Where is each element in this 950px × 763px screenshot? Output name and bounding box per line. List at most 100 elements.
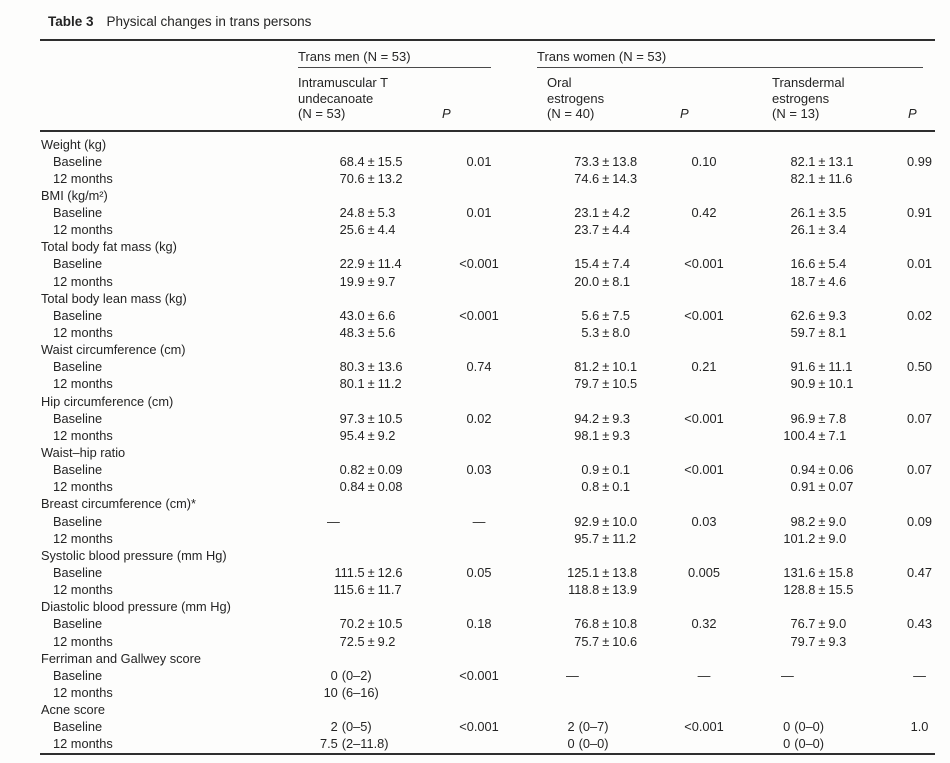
p-value-cell: 0.32	[691, 616, 717, 632]
p-value-cell: 0.05	[466, 565, 492, 581]
group-underline	[298, 67, 491, 68]
p-header-label: P	[680, 106, 689, 121]
value-mean: 0.84	[339, 479, 365, 495]
spacer-cell	[513, 153, 550, 170]
row-label: Baseline	[53, 565, 103, 581]
value-cell: 43.0 ±6.6	[311, 307, 445, 324]
section-row: Waist circumference (cm)	[40, 341, 935, 358]
p-value-cell: —	[472, 513, 486, 529]
value-mean: 15.4	[574, 256, 600, 272]
value-sd: 4.2	[612, 205, 631, 221]
value-sd: 10.1	[612, 359, 638, 375]
table-title: Physical changes in trans persons	[106, 14, 312, 29]
spacer-cell	[513, 255, 550, 272]
p-value-cell	[891, 530, 948, 547]
value-mean: 94.2	[574, 410, 600, 426]
p-value-cell	[673, 427, 735, 444]
value-cell: 74.6 ±14.3	[550, 170, 673, 187]
plus-minus-sign: ±	[602, 565, 610, 581]
spacer-cell	[735, 684, 765, 701]
p-value-cell	[445, 221, 513, 238]
p-header-label: P	[442, 106, 451, 121]
value-cell: 76.8 ±10.8	[550, 615, 673, 632]
value-mean: 20.0	[574, 273, 600, 289]
value-cell: 131.6 ±15.8	[765, 564, 891, 581]
spacer-cell	[735, 273, 765, 290]
spacer-cell	[513, 684, 550, 701]
value-cell: 92.9 ±10.0	[550, 513, 673, 530]
plus-minus-sign: ±	[602, 205, 610, 221]
row-label: 12 months	[53, 427, 113, 443]
spacer-cell	[735, 718, 765, 735]
spacer-cell	[513, 221, 550, 238]
column-header-transdermal-estrogens: Transdermal estrogens (N = 13)	[772, 75, 845, 121]
value-cell: 98.1 ±9.3	[550, 427, 673, 444]
data-row: 12 months 0.84 ±0.08 0.8 ±0.1 0.91 ±0.07	[40, 478, 935, 495]
row-label: Baseline	[53, 307, 103, 323]
value-cell: 125.1 ±13.8	[550, 564, 673, 581]
value-cell: 7.5 (2–11.8)	[311, 735, 445, 752]
value-mean: 98.1	[574, 427, 600, 443]
plus-minus-sign: ±	[602, 462, 610, 478]
p-value-cell: —	[913, 667, 926, 683]
spacer-cell	[513, 530, 550, 547]
p-value-cell	[673, 581, 735, 598]
plus-minus-sign: ±	[602, 427, 610, 443]
value-mean: 80.1	[339, 376, 365, 392]
section-label: Weight (kg)	[41, 136, 107, 152]
plus-minus-sign: ±	[818, 170, 826, 186]
row-label: Baseline	[53, 153, 103, 169]
section-row: Hip circumference (cm)	[40, 393, 935, 410]
value-mean: 79.7	[574, 376, 600, 392]
value-mean: 5.6	[581, 307, 600, 323]
p-value-cell	[673, 324, 735, 341]
spacer-cell	[513, 718, 550, 735]
value-cell: 2 (0–7)	[550, 718, 673, 735]
value-sd: 7.5	[612, 307, 631, 323]
value-cell: 0.9 ±0.1	[550, 461, 673, 478]
p-value-cell	[891, 684, 948, 701]
value-cell: 26.1 ±3.5	[765, 204, 891, 221]
value-cell: 25.6 ±4.4	[311, 221, 445, 238]
spacer-cell	[735, 170, 765, 187]
plus-minus-sign: ±	[602, 479, 610, 495]
plus-minus-sign: ±	[818, 205, 826, 221]
plus-minus-sign: ±	[367, 582, 375, 598]
section-row: BMI (kg/m²)	[40, 187, 935, 204]
value-cell: 62.6 ±9.3	[765, 307, 891, 324]
p-value-cell	[891, 221, 948, 238]
p-value-cell: <0.001	[459, 719, 499, 735]
spacer-cell	[735, 735, 765, 752]
data-row: 12 months 25.6 ±4.4 23.7 ±4.4 26.1 ±3.4	[40, 221, 935, 238]
value-sd: 11.2	[377, 376, 402, 392]
spacer-cell	[513, 513, 550, 530]
plus-minus-sign: ±	[602, 633, 610, 649]
p-value-cell	[891, 324, 948, 341]
value-cell: 48.3 ±5.6	[311, 324, 445, 341]
group-label: Trans men (N = 53)	[298, 49, 411, 64]
column-header-p-oral: P	[670, 106, 742, 122]
section-row: Total body lean mass (kg)	[40, 290, 935, 307]
value-sd: 9.3	[612, 427, 631, 443]
data-row: 12 months 70.6 ±13.2 74.6 ±14.3 82.1 ±11.6	[40, 170, 935, 187]
value-cell: 5.3 ±8.0	[550, 324, 673, 341]
value-sd: 9.0	[828, 530, 847, 546]
value-cell: 68.4 ±15.5	[311, 153, 445, 170]
value-sd: 0.08	[377, 479, 403, 495]
spacer-cell	[513, 615, 550, 632]
value-sd: 13.1	[828, 153, 854, 169]
plus-minus-sign: ±	[602, 273, 610, 289]
value-mean: 95.4	[339, 427, 365, 443]
p-value-cell	[673, 273, 735, 290]
p-value-cell: 0.18	[466, 616, 492, 632]
plus-minus-sign: ±	[818, 565, 826, 581]
plus-minus-sign: ±	[818, 376, 826, 392]
spacer-cell	[735, 410, 765, 427]
value-mean: 26.1	[790, 205, 816, 221]
spacer-cell	[513, 667, 550, 684]
plus-minus-sign: ±	[367, 256, 375, 272]
spacer-cell	[513, 358, 550, 375]
value-cell: 82.1 ±13.1	[765, 153, 891, 170]
spacer-cell	[513, 410, 550, 427]
table-number: Table 3	[48, 14, 94, 29]
